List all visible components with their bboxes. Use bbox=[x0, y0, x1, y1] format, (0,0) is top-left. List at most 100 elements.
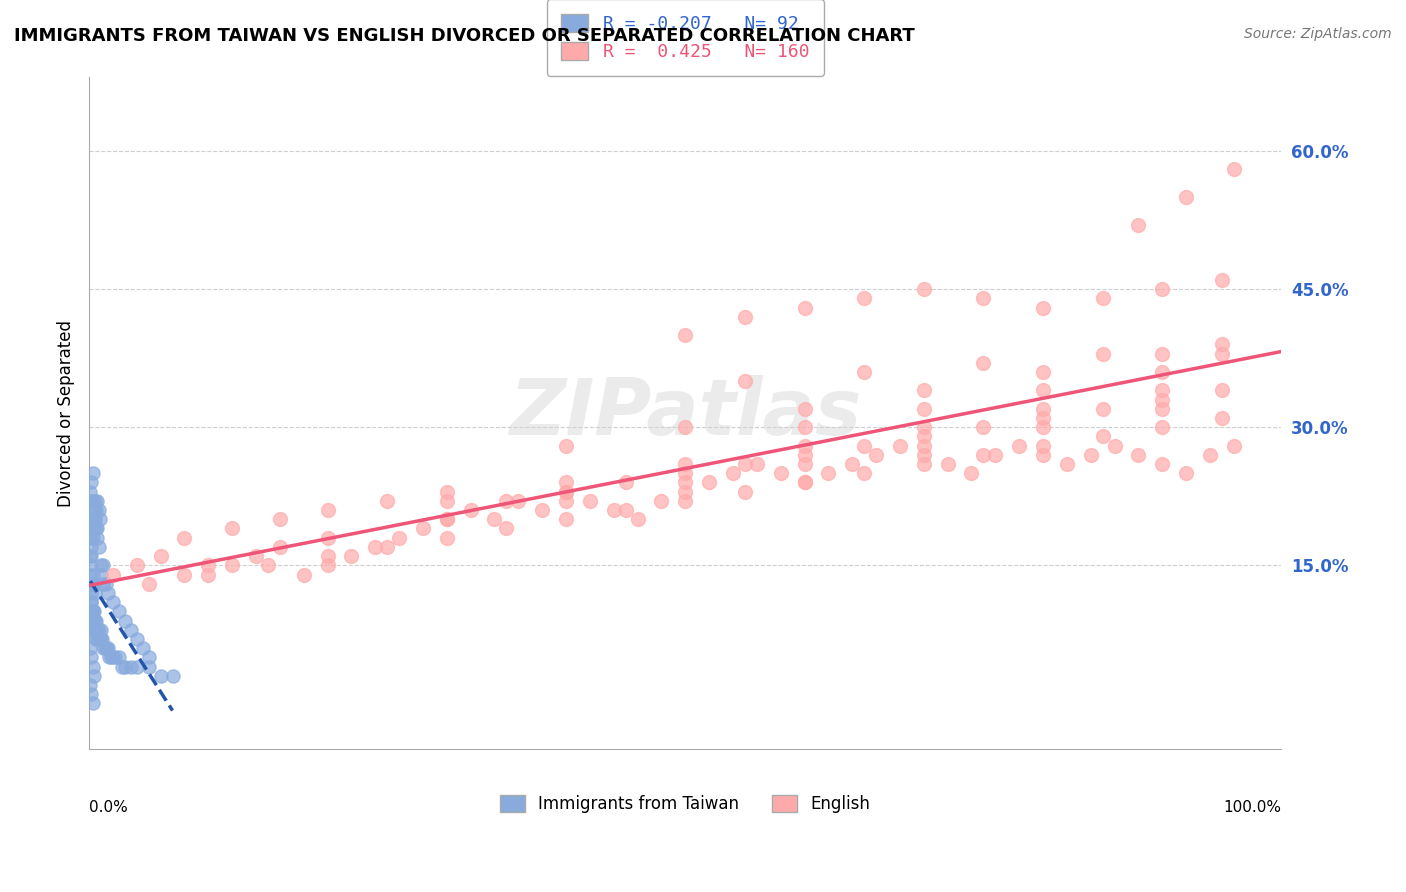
Point bbox=[1032, 401, 1054, 416]
Point bbox=[93, 641, 115, 656]
Point bbox=[91, 632, 114, 646]
Point bbox=[388, 531, 411, 545]
Point bbox=[793, 475, 815, 490]
Point bbox=[98, 650, 121, 665]
Point bbox=[555, 512, 578, 526]
Point bbox=[673, 457, 696, 471]
Point bbox=[82, 604, 104, 618]
Point bbox=[340, 549, 363, 563]
Point bbox=[87, 540, 110, 554]
Point bbox=[1175, 190, 1198, 204]
Point bbox=[673, 467, 696, 481]
Point bbox=[84, 623, 107, 637]
Text: 0.0%: 0.0% bbox=[89, 800, 128, 815]
Point bbox=[101, 567, 124, 582]
Point bbox=[86, 623, 108, 637]
Point bbox=[912, 448, 935, 462]
Point bbox=[1152, 392, 1174, 407]
Point bbox=[79, 484, 101, 499]
Point bbox=[626, 512, 648, 526]
Point bbox=[673, 420, 696, 434]
Point bbox=[125, 558, 148, 573]
Point bbox=[853, 365, 876, 379]
Point bbox=[84, 614, 107, 628]
Point bbox=[93, 558, 115, 573]
Point bbox=[80, 687, 103, 701]
Point bbox=[436, 494, 458, 508]
Point bbox=[87, 623, 110, 637]
Point bbox=[495, 494, 517, 508]
Point bbox=[793, 420, 815, 434]
Point bbox=[79, 576, 101, 591]
Point bbox=[936, 457, 959, 471]
Point bbox=[614, 503, 637, 517]
Point bbox=[1211, 411, 1233, 425]
Point bbox=[1211, 384, 1233, 398]
Point bbox=[1032, 301, 1054, 315]
Point bbox=[80, 604, 103, 618]
Point bbox=[912, 401, 935, 416]
Point bbox=[80, 549, 103, 563]
Point bbox=[94, 576, 117, 591]
Text: 100.0%: 100.0% bbox=[1223, 800, 1281, 815]
Point bbox=[125, 632, 148, 646]
Point bbox=[1032, 384, 1054, 398]
Point bbox=[1175, 467, 1198, 481]
Point bbox=[1128, 448, 1150, 462]
Point bbox=[734, 484, 756, 499]
Point bbox=[745, 457, 768, 471]
Point bbox=[972, 448, 994, 462]
Point bbox=[84, 512, 107, 526]
Point bbox=[120, 623, 142, 637]
Point bbox=[912, 282, 935, 296]
Point bbox=[1211, 337, 1233, 351]
Point bbox=[79, 549, 101, 563]
Point bbox=[495, 521, 517, 535]
Point bbox=[82, 614, 104, 628]
Point bbox=[793, 401, 815, 416]
Point bbox=[97, 641, 120, 656]
Point bbox=[555, 484, 578, 499]
Point bbox=[82, 697, 104, 711]
Point bbox=[960, 467, 983, 481]
Point bbox=[1152, 346, 1174, 360]
Point bbox=[579, 494, 602, 508]
Point bbox=[436, 512, 458, 526]
Point bbox=[96, 641, 118, 656]
Point bbox=[673, 484, 696, 499]
Point bbox=[1223, 162, 1246, 177]
Point bbox=[734, 310, 756, 324]
Point bbox=[375, 540, 398, 554]
Point bbox=[257, 558, 280, 573]
Point bbox=[80, 595, 103, 609]
Point bbox=[197, 558, 219, 573]
Point bbox=[84, 586, 107, 600]
Point bbox=[269, 512, 291, 526]
Point bbox=[97, 586, 120, 600]
Point bbox=[197, 567, 219, 582]
Point bbox=[734, 457, 756, 471]
Y-axis label: Divorced or Separated: Divorced or Separated bbox=[58, 320, 75, 507]
Point bbox=[853, 291, 876, 305]
Point bbox=[853, 467, 876, 481]
Point bbox=[80, 540, 103, 554]
Point bbox=[841, 457, 863, 471]
Point bbox=[531, 503, 554, 517]
Point bbox=[84, 494, 107, 508]
Point bbox=[375, 494, 398, 508]
Point bbox=[84, 632, 107, 646]
Point bbox=[90, 623, 112, 637]
Point bbox=[79, 641, 101, 656]
Point bbox=[436, 484, 458, 499]
Point bbox=[80, 475, 103, 490]
Point bbox=[120, 659, 142, 673]
Point bbox=[80, 650, 103, 665]
Point bbox=[83, 669, 105, 683]
Point bbox=[84, 614, 107, 628]
Point bbox=[83, 521, 105, 535]
Point bbox=[149, 669, 172, 683]
Point bbox=[83, 604, 105, 618]
Point bbox=[793, 457, 815, 471]
Point bbox=[100, 650, 122, 665]
Point bbox=[673, 328, 696, 343]
